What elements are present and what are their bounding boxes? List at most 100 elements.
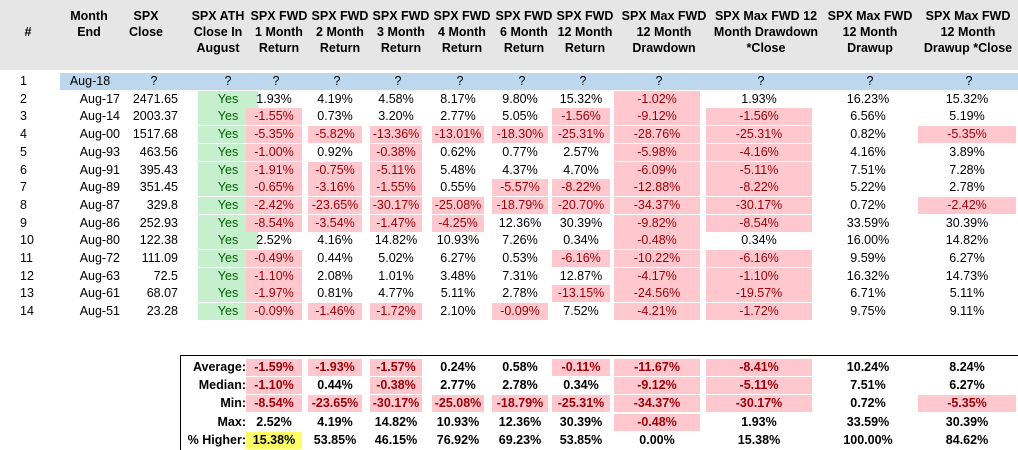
summary-value: -30.17% <box>706 395 812 413</box>
table-cell: -2.42% <box>918 196 1016 214</box>
summary-value: 10.93% <box>436 414 480 429</box>
table-cell: 7.51% <box>850 162 886 177</box>
table-cell: -1.46% <box>308 303 362 321</box>
table-cell: -4.21% <box>614 303 700 321</box>
summary-value: 0.58% <box>502 360 538 374</box>
table-cell: -1.72% <box>706 303 812 321</box>
table-cell: -5.11% <box>370 161 422 179</box>
table-cell: Aug-91 <box>79 162 120 177</box>
row-number: 4 <box>20 127 27 142</box>
header-max-dd-close: SPX Max FWD 12 Month Drawdown *Close <box>713 9 819 55</box>
table-cell: 9.11% <box>949 304 985 319</box>
summary-box <box>180 355 1018 450</box>
table-cell: 6.27% <box>440 251 476 265</box>
table-cell: 2.52% <box>256 233 292 248</box>
table-cell: -1.56% <box>706 108 812 126</box>
table-cell: -1.72% <box>370 303 422 321</box>
table-cell: 14.82% <box>374 233 418 248</box>
summary-value: 2.78% <box>502 378 538 393</box>
table-cell: -23.65% <box>308 196 362 214</box>
summary-value: 0.24% <box>440 360 476 374</box>
table-cell: -1.47% <box>370 214 422 232</box>
table-cell: 4.70% <box>563 162 599 177</box>
table-cell: 30.39% <box>945 215 989 230</box>
table-cell: -0.65% <box>246 179 302 197</box>
table-cell: -19.57% <box>706 285 812 303</box>
row-number: 3 <box>20 109 27 124</box>
ath-cell: Yes <box>198 214 258 232</box>
table-cell: -12.88% <box>614 179 700 197</box>
table-cell: ? <box>579 74 587 88</box>
table-cell: 0.62% <box>440 144 476 159</box>
ath-cell: Yes <box>198 126 258 144</box>
summary-value: -34.37% <box>614 395 700 413</box>
row-number: 11 <box>20 251 33 265</box>
ath-cell: Yes <box>198 90 258 108</box>
table-cell: -18.30% <box>492 126 548 144</box>
table-cell: 2471.65 <box>132 91 178 106</box>
row-number: 12 <box>20 268 34 283</box>
summary-value: 53.85% <box>313 432 357 447</box>
table-cell: -8.22% <box>706 179 812 197</box>
summary-value: 33.59% <box>846 414 890 429</box>
table-cell: ? <box>456 74 464 88</box>
table-cell: 2.77% <box>440 109 476 124</box>
summary-value: 15.38% <box>737 432 781 447</box>
table-cell: Aug-87 <box>79 197 120 212</box>
ath-cell: Yes <box>198 267 258 285</box>
ath-cell: Yes <box>198 143 258 161</box>
table-cell: ? <box>333 74 341 88</box>
summary-value: 76.92% <box>436 432 480 447</box>
summary-value: 0.72% <box>850 396 886 411</box>
table-cell: -5.11% <box>706 161 812 179</box>
table-cell: -25.31% <box>706 126 812 144</box>
table-cell: -5.35% <box>918 126 1016 144</box>
table-cell: 2003.37 <box>132 109 178 124</box>
summary-value: 14.82% <box>374 414 418 429</box>
row-number: 1 <box>20 74 27 88</box>
table-cell: -13.01% <box>432 126 484 144</box>
summary-value: 30.39% <box>945 414 989 429</box>
header-fwd-4m: SPX FWD 4 Month Return <box>433 9 491 55</box>
table-cell: -13.36% <box>370 126 422 144</box>
row-number: 5 <box>20 144 27 159</box>
summary-value: -5.35% <box>918 395 1016 413</box>
row-number: 6 <box>20 162 27 177</box>
table-cell: -9.82% <box>614 214 700 232</box>
table-cell: 16.00% <box>846 233 890 248</box>
table-cell: -25.08% <box>432 196 484 214</box>
table-cell: 122.38 <box>139 233 178 248</box>
table-cell: -5.35% <box>246 126 302 144</box>
row-number: 8 <box>20 197 27 212</box>
table-cell: 6.71% <box>850 286 886 301</box>
table-cell: -34.37% <box>614 196 700 214</box>
table-cell: 9.80% <box>502 91 538 106</box>
table-cell: 2.10% <box>440 304 476 319</box>
summary-value: 4.19% <box>317 414 353 429</box>
table-cell: Aug-14 <box>79 109 120 124</box>
summary-value: 15.38% <box>246 431 302 449</box>
summary-value: -1.57% <box>370 359 422 376</box>
table-cell: 12.36% <box>498 215 542 230</box>
summary-value: 12.36% <box>498 414 542 429</box>
ath-cell: Yes <box>198 196 258 214</box>
table-cell: ? <box>757 74 765 88</box>
table-cell: 5.11% <box>949 286 985 301</box>
table-cell: -18.79% <box>492 196 548 214</box>
table-cell: 23.28 <box>146 304 178 319</box>
table-cell: -28.76% <box>614 126 700 144</box>
table-cell: 5.05% <box>502 109 538 124</box>
table-cell: 12.87% <box>559 268 603 283</box>
summary-value: -8.41% <box>706 359 812 376</box>
table-cell: 72.5 <box>153 268 178 283</box>
table-cell: -3.16% <box>308 179 362 197</box>
table-cell: -2.42% <box>246 196 302 214</box>
table-cell: -5.82% <box>308 126 362 144</box>
table-cell: -0.09% <box>246 303 302 321</box>
summary-value: -0.38% <box>370 377 422 395</box>
header-fwd-2m: SPX FWD 2 Month Return <box>311 9 369 55</box>
summary-value: 1.93% <box>741 414 777 429</box>
table-cell: Aug-93 <box>79 144 120 159</box>
table-cell: 395.43 <box>139 162 178 177</box>
table-cell: 5.22% <box>850 180 886 195</box>
